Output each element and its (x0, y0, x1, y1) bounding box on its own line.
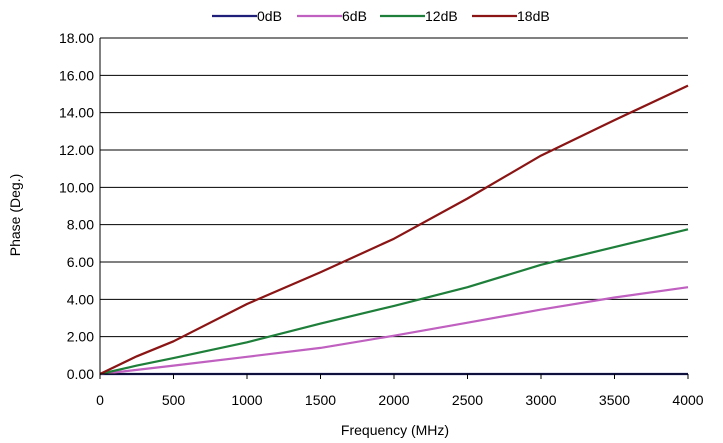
axes (99, 38, 689, 379)
x-axis-title: Frequency (MHz) (341, 422, 449, 438)
series-line-18db (99, 84, 689, 375)
x-tick-labels: 0 500 1000 1500 2000 2500 3000 3500 4000 (96, 392, 704, 408)
y-tick-label: 12.00 (59, 142, 94, 158)
x-tick-label: 2500 (452, 392, 483, 408)
legend: 0dB 6dB 12dB 18dB (212, 8, 550, 24)
x-tick-label: 3500 (599, 392, 630, 408)
series-line-6db (99, 286, 689, 376)
legend-label-6db: 6dB (342, 8, 367, 24)
x-tick-label: 4000 (672, 392, 703, 408)
y-tick-label: 0.00 (67, 366, 94, 382)
series-lines (99, 84, 689, 376)
y-tick-label: 18.00 (59, 30, 94, 46)
legend-label-12db: 12dB (425, 8, 458, 24)
x-tick-label: 2000 (378, 392, 409, 408)
y-tick-label: 8.00 (67, 217, 94, 233)
x-tick-label: 3000 (525, 392, 556, 408)
y-tick-label: 2.00 (67, 329, 94, 345)
y-tick-label: 4.00 (67, 291, 94, 307)
y-tick-labels: 0.00 2.00 4.00 6.00 8.00 10.00 12.00 14.00 16.00… (59, 30, 94, 382)
x-tick-label: 1500 (305, 392, 336, 408)
x-tick-label: 1000 (231, 392, 262, 408)
y-axis-title: Phase (Deg.) (7, 174, 23, 256)
y-tick-label: 10.00 (59, 179, 94, 195)
legend-label-0db: 0dB (257, 8, 282, 24)
y-tick-label: 16.00 (59, 67, 94, 83)
series-line-12db (99, 228, 689, 376)
y-tick-label: 6.00 (67, 254, 94, 270)
legend-label-18db: 18dB (517, 8, 550, 24)
x-tick-label: 0 (96, 392, 104, 408)
y-tick-label: 14.00 (59, 105, 94, 121)
x-tick-label: 500 (162, 392, 186, 408)
grid-lines (100, 37, 688, 375)
